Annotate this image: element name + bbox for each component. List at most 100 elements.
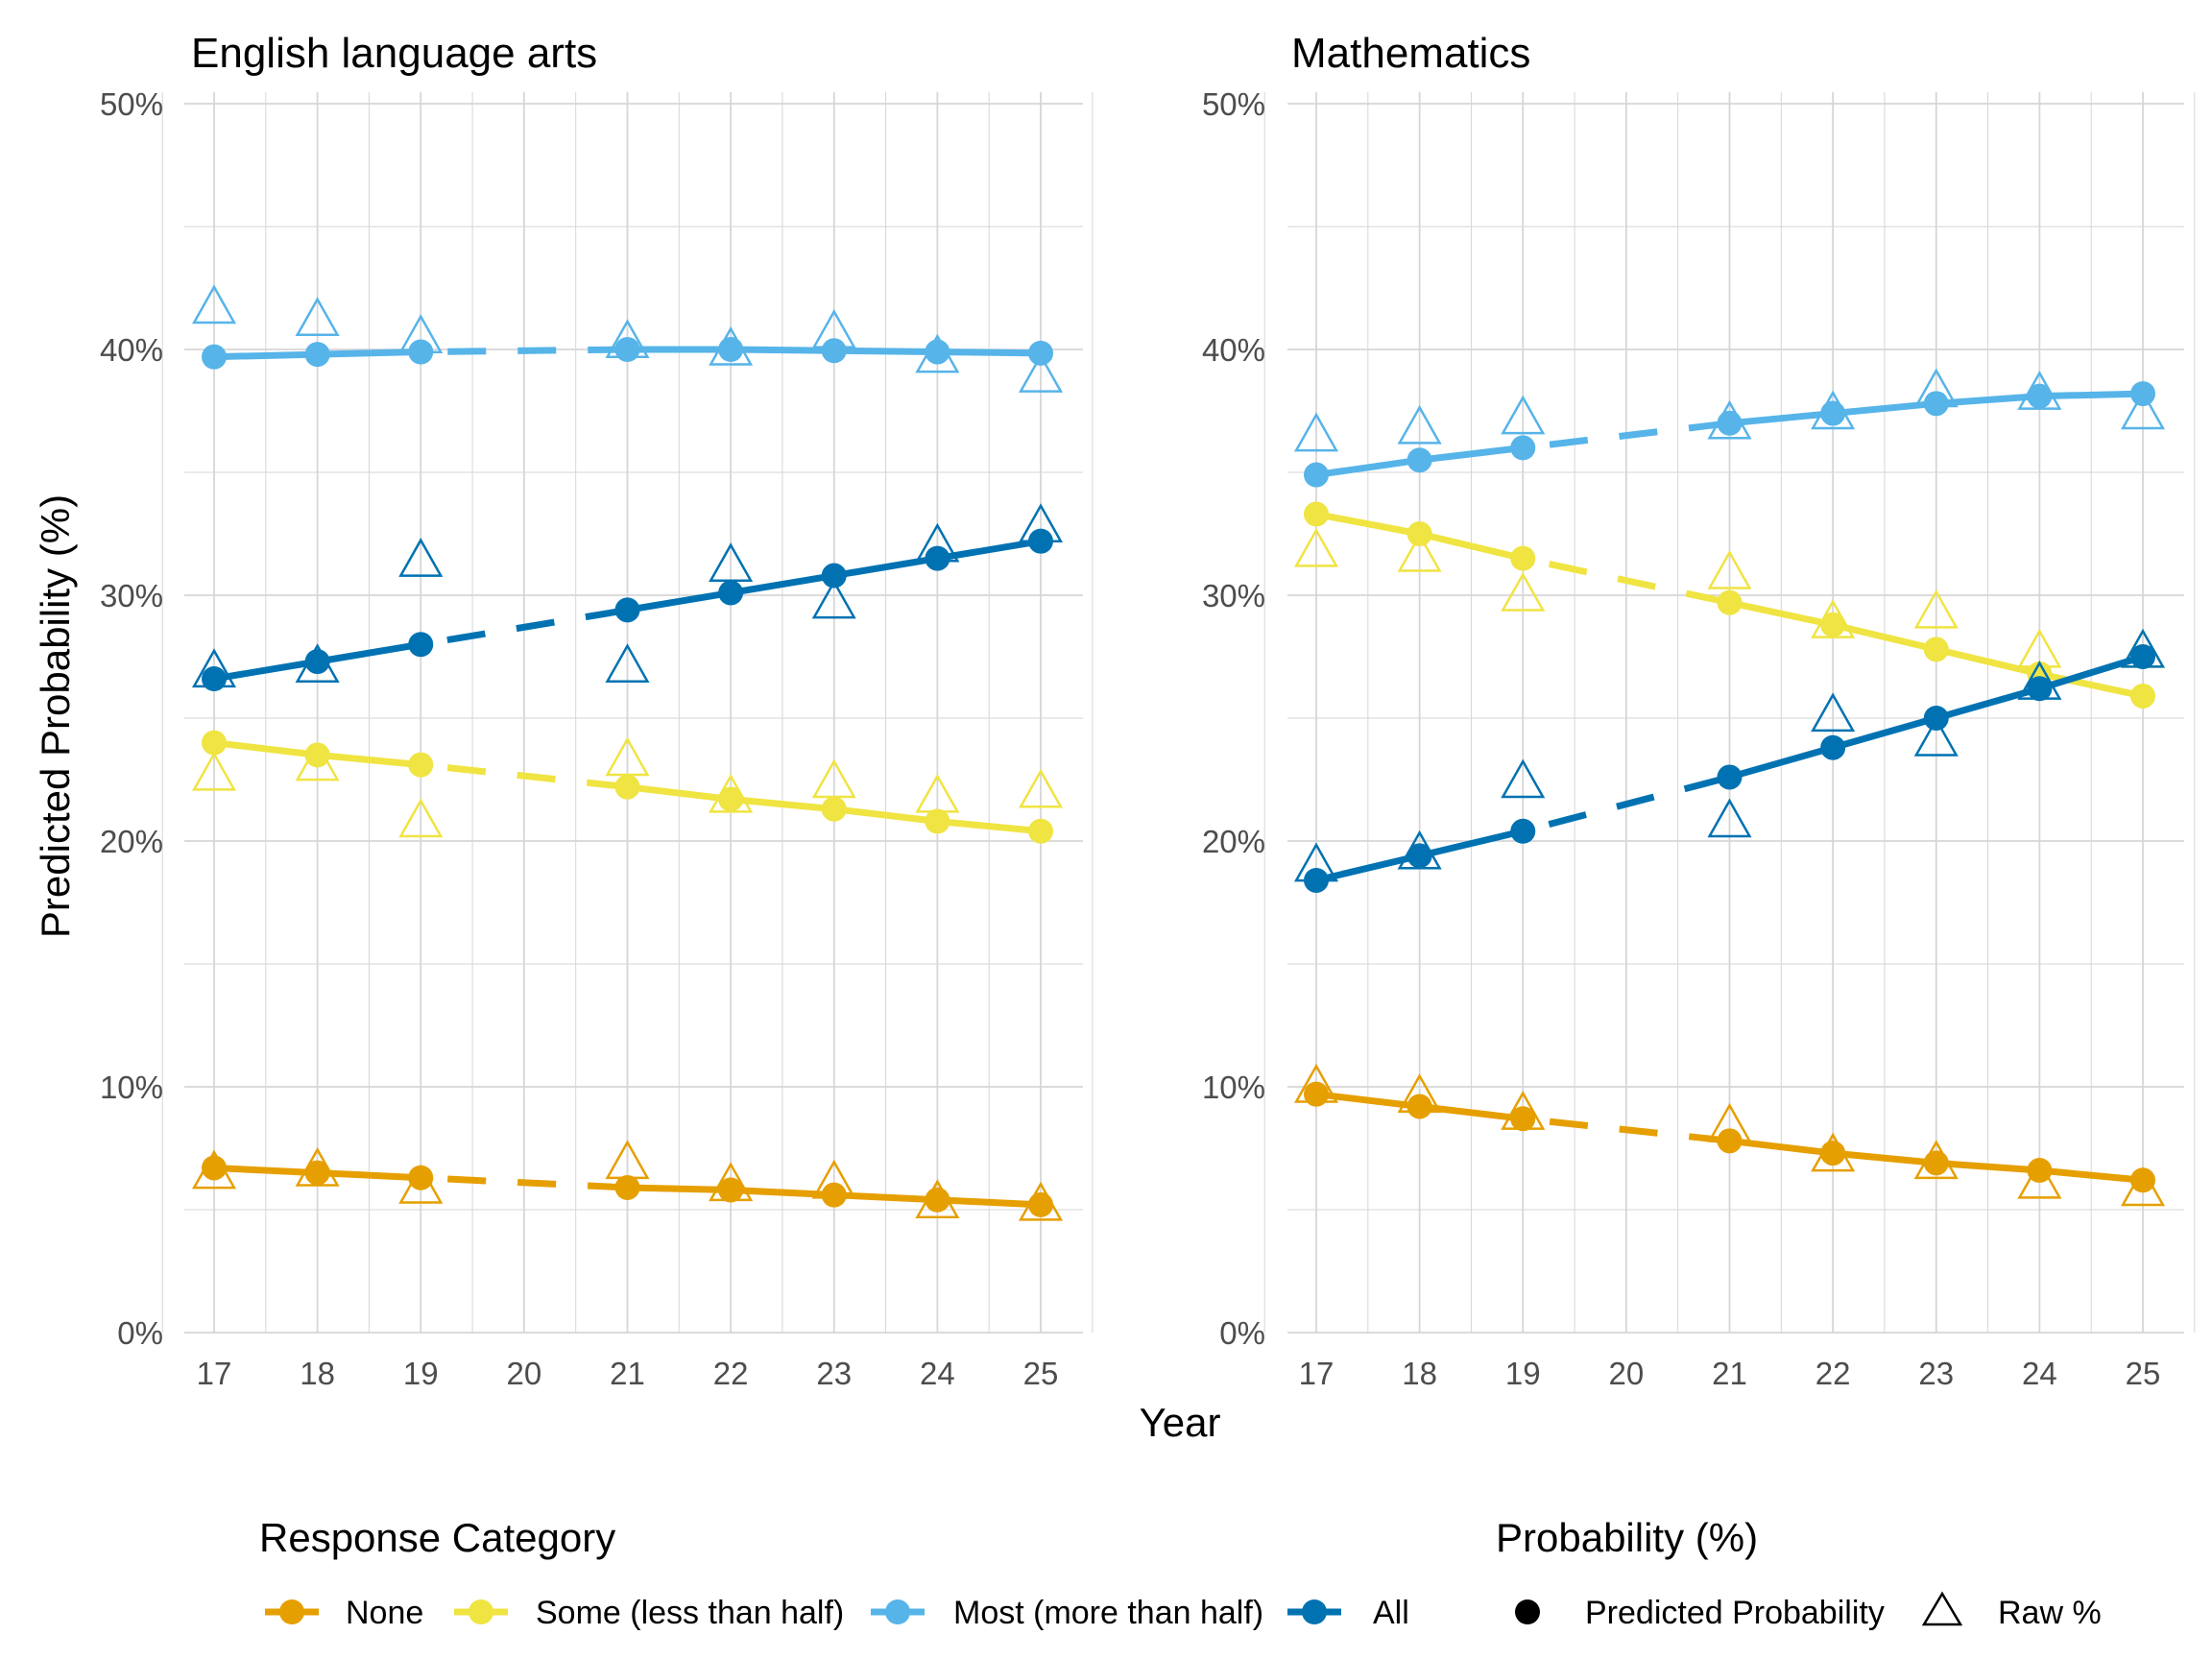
- predicted-point: [718, 337, 744, 362]
- predicted-point: [304, 649, 330, 675]
- series-line-segment: [1832, 714, 1937, 752]
- predicted-point: [821, 796, 847, 822]
- predicted-point: [1304, 1081, 1329, 1107]
- x-tick-label: 19: [403, 1356, 439, 1391]
- series-line-dashed-segment: [1522, 1115, 1730, 1144]
- predicted-point: [1510, 435, 1536, 461]
- predicted-point: [1717, 764, 1743, 790]
- predicted-point: [1717, 589, 1743, 615]
- y-tick-label: 0%: [1219, 1315, 1265, 1351]
- predicted-point: [1510, 818, 1536, 844]
- raw-point-triangle: [1913, 716, 1959, 757]
- legend-raw-label: Raw %: [1998, 1595, 2102, 1631]
- series-line-segment: [1832, 621, 1937, 653]
- series-line-dashed-segment: [421, 346, 628, 356]
- x-tick-label: 25: [2126, 1356, 2161, 1391]
- legend-label: All: [1373, 1595, 1409, 1631]
- panel-ela: English language arts 0% 10% 20% 30% 40% 50% 17…: [100, 30, 1094, 1391]
- series-line-segment: [1729, 1137, 1834, 1157]
- raw-point-triangle: [1913, 589, 1959, 629]
- series-line-segment: [731, 346, 834, 354]
- predicted-point: [718, 580, 744, 606]
- predicted-point: [1510, 1106, 1536, 1132]
- legend-label: None: [346, 1595, 423, 1631]
- series-line-segment: [1418, 828, 1525, 859]
- predicted-point: [1510, 545, 1536, 571]
- predicted-point: [202, 730, 227, 756]
- predicted-point: [614, 337, 640, 362]
- series-line-segment: [937, 818, 1042, 835]
- x-tick-label: 25: [1023, 1356, 1059, 1391]
- y-tick-label: 40%: [100, 332, 163, 368]
- series-line-segment: [937, 1196, 1042, 1209]
- series-line-segment: [1315, 456, 1421, 479]
- predicted-point: [1820, 734, 1846, 760]
- predicted-point: [1028, 818, 1053, 844]
- y-tick-label: 50%: [100, 86, 163, 122]
- y-tick-label: 40%: [1202, 332, 1265, 368]
- predicted-point: [1028, 340, 1053, 366]
- raw-point-triangle: [1501, 395, 1546, 435]
- predicted-point: [304, 1160, 330, 1186]
- legend-dot-key-icon: [885, 1599, 910, 1624]
- series-line-dashed-segment: [1522, 774, 1731, 835]
- predicted-point: [2130, 1167, 2155, 1193]
- predicted-point: [304, 742, 330, 768]
- predicted-point: [2130, 644, 2155, 669]
- raw-point-triangle: [1293, 527, 1339, 567]
- y-tick-label: 10%: [1202, 1070, 1265, 1105]
- predicted-point: [2027, 676, 2053, 702]
- x-tick-label: 18: [1402, 1356, 1437, 1391]
- series-line-segment: [213, 739, 319, 758]
- y-tick-label: 30%: [1202, 578, 1265, 613]
- predicted-point: [1717, 410, 1743, 436]
- y-tick-label: 10%: [100, 1070, 163, 1105]
- raw-point-triangle: [191, 284, 237, 325]
- series-line-segment: [1832, 1149, 1937, 1166]
- series-line-segment: [937, 349, 1042, 357]
- series-all: [1293, 628, 2166, 893]
- legend-item-most: Most (more than half): [871, 1595, 1263, 1631]
- predicted-point: [1923, 391, 1949, 417]
- legend-item-all: All: [1287, 1595, 1409, 1631]
- predicted-point: [1304, 501, 1329, 527]
- x-tick-label: 21: [1712, 1356, 1747, 1391]
- predicted-point: [925, 808, 950, 834]
- series-line-dashed-segment: [421, 1174, 628, 1191]
- y-tick-label: 20%: [100, 824, 163, 859]
- predicted-point: [304, 342, 330, 368]
- predicted-point: [1717, 1128, 1743, 1154]
- x-tick-label: 23: [1918, 1356, 1954, 1391]
- series-most: [1293, 368, 2166, 488]
- predicted-point: [1407, 447, 1432, 473]
- x-tick-label: 21: [610, 1356, 645, 1391]
- predicted-point: [1820, 400, 1846, 426]
- series-line-segment: [1315, 511, 1421, 538]
- series-none: [191, 1140, 1064, 1221]
- legend: Response Category None Some (less than ha…: [259, 1515, 2102, 1631]
- predicted-point: [2027, 383, 2053, 409]
- predicted-point: [1820, 1141, 1846, 1166]
- predicted-point: [1304, 867, 1329, 893]
- raw-point-triangle: [1811, 692, 1856, 733]
- series-none: [1293, 1063, 2166, 1207]
- series-line-dashed-segment: [420, 761, 628, 791]
- y-tick-label: 0%: [117, 1315, 163, 1351]
- x-tick-label: 20: [507, 1356, 542, 1391]
- raw-point-triangle: [1293, 412, 1339, 452]
- legend-dot-key-icon: [469, 1599, 493, 1624]
- series-line-segment: [317, 1169, 421, 1182]
- legend-label: Most (more than half): [953, 1595, 1263, 1631]
- predicted-point: [408, 752, 434, 778]
- legend-label: Some (less than half): [536, 1595, 844, 1631]
- series-line-segment: [833, 805, 938, 825]
- raw-point-triangle: [811, 579, 856, 619]
- series-line-segment: [2039, 1166, 2144, 1184]
- x-tick-label: 22: [1815, 1356, 1851, 1391]
- series-line-segment: [2038, 670, 2144, 700]
- series-line-segment: [1728, 599, 1834, 629]
- y-tick-label: 20%: [1202, 824, 1265, 859]
- raw-point-triangle: [1397, 404, 1442, 445]
- legend-item-some: Some (less than half): [454, 1595, 844, 1631]
